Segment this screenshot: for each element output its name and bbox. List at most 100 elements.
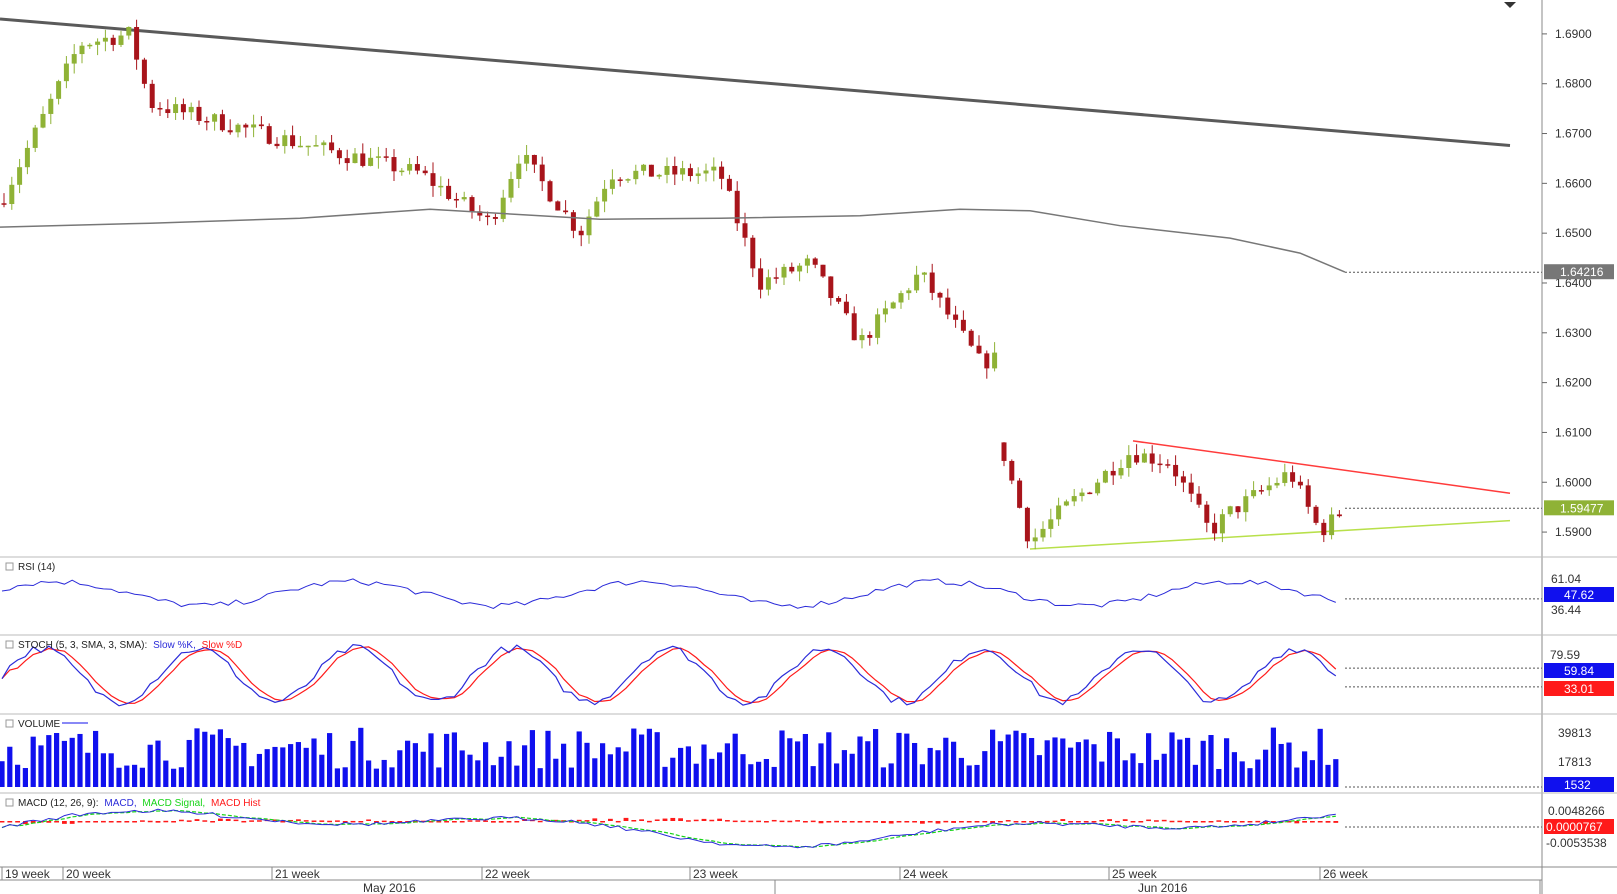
volume-bar [358,727,364,787]
candle-bear [157,107,163,110]
macd-hist-bar [896,821,902,823]
macd-hist-bar [85,821,91,823]
macd-hist-bar [140,820,145,822]
candle-bull [32,127,38,148]
macd-hist-bar [1169,820,1175,823]
candle-bull [1048,519,1054,529]
volume-bar [1013,730,1019,787]
macd-hist-bar [7,821,13,823]
volume-bar [288,744,294,787]
macd-hist-bar [1060,819,1066,821]
price-tick-label: 1.6900 [1555,27,1592,41]
volume-bar [1130,753,1136,787]
volume-bar [958,757,964,787]
macd-hist-bar [1029,821,1034,823]
volume-bar [966,765,972,787]
candle-bull [1056,505,1062,520]
volume-bar [61,740,67,787]
candle-bull [1282,472,1288,483]
volume-bar [1185,737,1191,787]
volume-bar [1200,740,1206,787]
macd-hist-bar [990,821,995,824]
macd-hist-bar [1083,821,1089,823]
candle-bear [742,223,748,238]
volume-pane [0,727,1542,788]
candle-bull [921,272,927,275]
volume-bar [225,738,231,787]
candle-bull [368,157,374,166]
macd-hist-bar [842,821,847,823]
macd-hist-bar [428,821,434,823]
candle-bear [1204,504,1210,523]
macd-hist-bar [381,820,387,823]
close-icon[interactable] [5,640,14,649]
candle-bear [734,190,740,224]
volume-legend: VOLUME [5,719,88,730]
candle-bear [984,353,990,369]
macd-hist-bar [865,821,871,823]
macd-hist-bar [873,821,878,823]
macd-hist-bar [623,817,629,821]
volume-bar [319,754,325,787]
chevron-down-icon[interactable] [1504,2,1516,8]
week-label: 23 week [693,867,739,881]
rsi-line [1,578,1336,609]
candle-bull [56,81,62,99]
macd-hist-bar [1216,820,1222,822]
volume-bar [1208,735,1214,787]
macd-hist-bar [69,821,75,824]
macd-hist-bar [194,819,200,821]
price-pane [0,17,1542,550]
macd-hist-bar [709,819,715,822]
svg-text:MACD (12, 26, 9): MACD,: MACD (12, 26, 9): MACD, MACD Signal, MAC… [18,798,261,809]
candle-bull [1274,482,1280,486]
candle-bear [1180,476,1186,483]
macd-hist-bar [849,821,855,823]
macd-hist-bar [46,821,52,823]
candle-bear [812,258,818,265]
close-icon[interactable] [5,798,14,807]
candle-bull [703,170,709,174]
volume-bar [194,728,200,787]
volume-bar [483,742,489,787]
stoch-k-label: Slow %K, [153,640,196,651]
candle-bull [633,170,639,180]
stoch-d-label: Slow %D [202,640,243,651]
candle-bear [539,164,545,182]
volume-bar [139,767,145,787]
macd-hist-bar [155,821,161,823]
macd-hist-bar [1138,821,1144,823]
candle-bull [297,145,303,148]
candle-bull [235,124,241,133]
rsi-pane [1,578,1542,609]
candle-bull [17,167,23,185]
macd-hist-bar [1091,821,1097,823]
volume-bar [537,768,543,787]
macd-hist-bar [1099,820,1105,822]
volume-bar [1091,744,1097,787]
candle-bear [867,335,873,338]
macd-hist-bar [147,820,153,823]
macd-hist-bar [943,820,949,823]
volume-bar [1216,768,1222,787]
candle-bull [1071,496,1077,502]
candle-bull [212,114,218,122]
candle-bull [664,165,670,175]
stoch-k-value: 59.84 [1564,664,1594,678]
volume-bar [631,728,637,787]
week-label: 24 week [903,867,949,881]
close-icon[interactable] [5,719,14,728]
macd-hist-bar [959,821,964,823]
volume-bar [717,752,723,787]
volume-bar [529,730,535,787]
macd-hist-bar [483,820,488,822]
macd-value: 0.0000767 [1546,820,1603,834]
close-icon[interactable] [5,562,14,571]
macd-hist-bar [647,820,652,823]
candle-bull [594,201,600,217]
candle-bear [110,37,116,45]
macd-hist-bar [1208,821,1214,823]
candle-bull [890,302,896,309]
macd-hist-bar [311,820,317,822]
candle-bull [1126,455,1132,468]
